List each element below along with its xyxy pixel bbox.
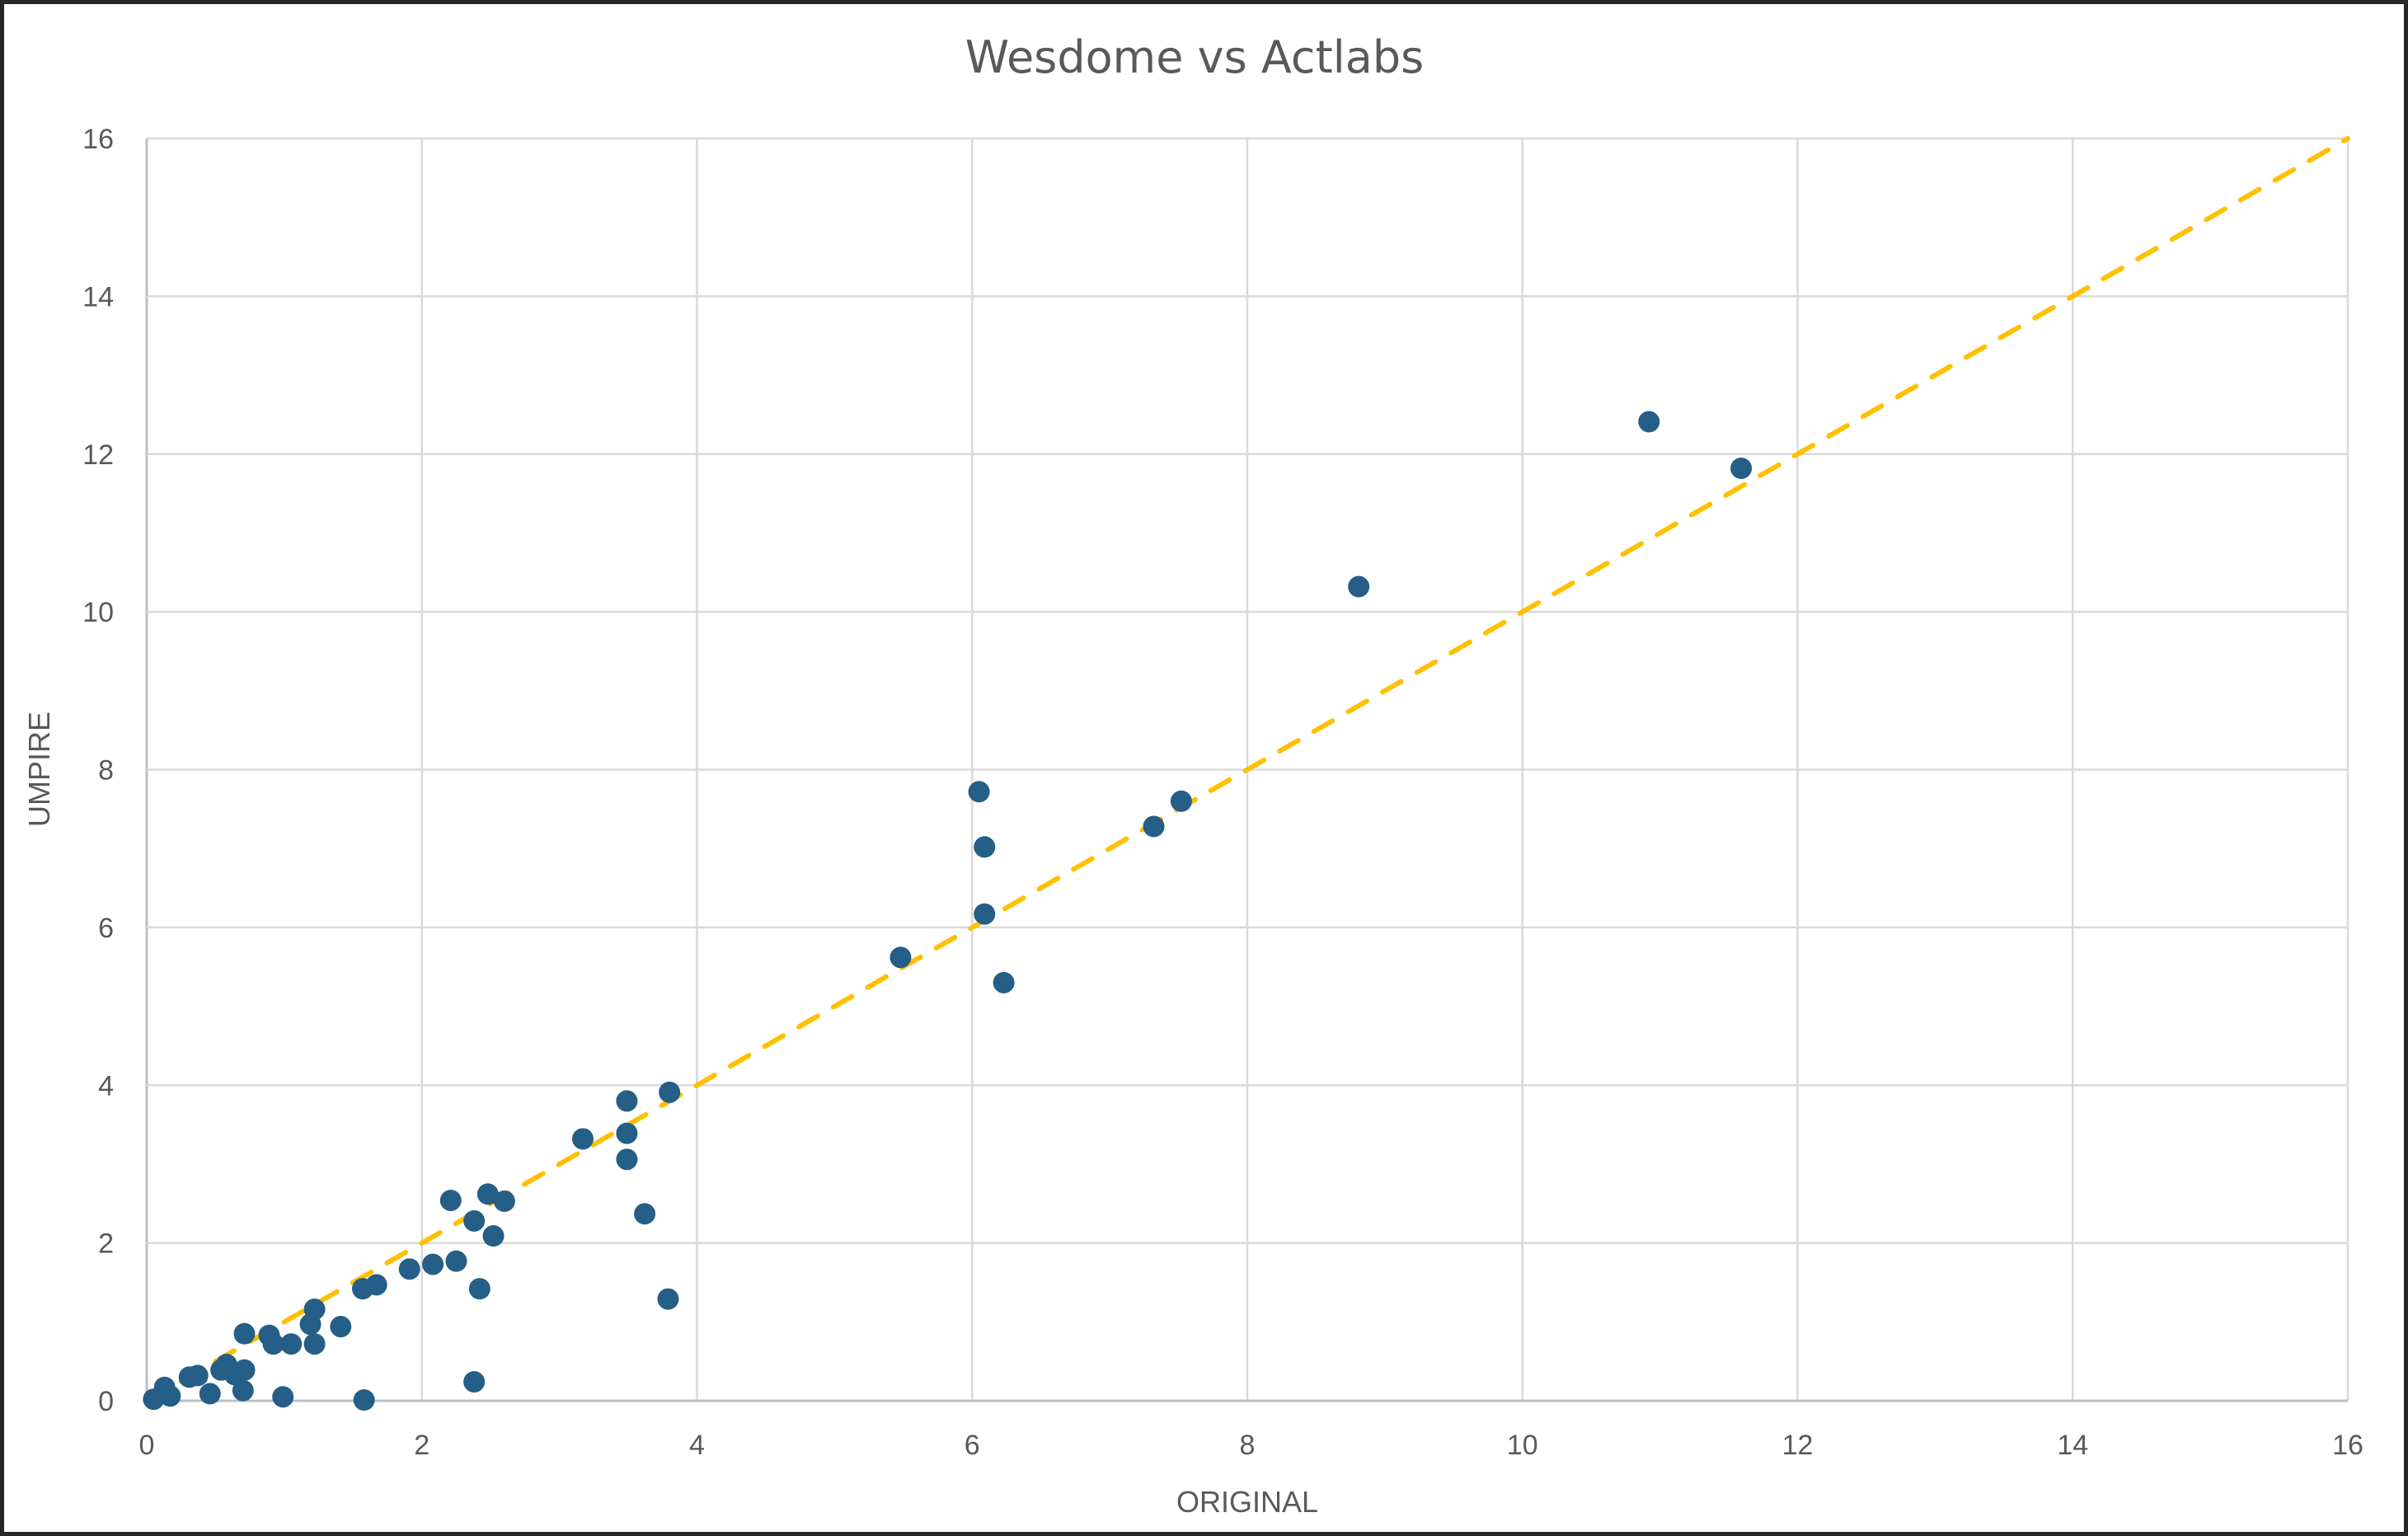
x-tick-label: 8 xyxy=(1240,1430,1256,1461)
data-point xyxy=(330,1316,352,1338)
data-point xyxy=(493,1190,515,1212)
data-point xyxy=(616,1148,638,1171)
data-point xyxy=(482,1225,505,1247)
data-point xyxy=(303,1333,326,1355)
y-tick-label: 16 xyxy=(82,124,114,155)
reference-line-1-to-1 xyxy=(144,136,2350,1403)
data-point xyxy=(439,1189,462,1211)
x-tick-label: 10 xyxy=(1507,1430,1538,1461)
y-tick-label: 8 xyxy=(98,755,114,787)
data-point xyxy=(262,1333,284,1355)
data-point xyxy=(974,903,996,925)
x-axis-title: ORIGINAL xyxy=(1176,1485,1318,1519)
data-point xyxy=(993,971,1015,993)
data-point xyxy=(616,1090,638,1112)
data-point xyxy=(303,1299,326,1321)
x-tick-label: 0 xyxy=(139,1430,155,1461)
data-point xyxy=(199,1383,221,1405)
data-points xyxy=(143,411,1753,1412)
data-point xyxy=(1638,411,1660,433)
data-point xyxy=(186,1365,209,1387)
data-point xyxy=(280,1333,303,1355)
x-tick-label: 4 xyxy=(689,1430,705,1461)
data-point xyxy=(365,1274,387,1296)
y-tick-label: 14 xyxy=(82,281,114,312)
y-tick-label: 12 xyxy=(82,439,114,471)
data-point xyxy=(634,1203,656,1225)
data-point xyxy=(890,946,912,969)
data-point xyxy=(398,1258,420,1280)
y-tick-label: 10 xyxy=(82,597,114,628)
data-point xyxy=(968,781,990,803)
y-tick-label: 2 xyxy=(98,1228,114,1260)
data-point xyxy=(159,1385,181,1407)
data-point xyxy=(463,1210,486,1232)
x-tick-label: 2 xyxy=(414,1430,429,1461)
y-axis-title: UMPIRE xyxy=(22,712,56,827)
data-point xyxy=(233,1359,256,1381)
data-point xyxy=(1170,790,1192,812)
x-tick-label: 14 xyxy=(2057,1430,2088,1461)
data-point xyxy=(468,1278,491,1300)
x-tick-label: 6 xyxy=(965,1430,980,1461)
data-point xyxy=(233,1322,256,1345)
data-point xyxy=(974,836,996,858)
x-axis-tick-labels: 0 2 4 6 8 10 12 14 16 xyxy=(139,1430,2363,1461)
data-point xyxy=(1348,575,1370,598)
data-point xyxy=(272,1386,294,1408)
data-point xyxy=(659,1081,681,1103)
data-point xyxy=(445,1250,467,1272)
chart-title: Wesdome vs Actlabs xyxy=(965,31,1425,83)
data-point xyxy=(353,1389,375,1412)
data-point xyxy=(616,1122,638,1144)
data-point xyxy=(422,1253,444,1275)
data-point xyxy=(657,1288,679,1310)
y-tick-label: 0 xyxy=(98,1386,114,1417)
data-point xyxy=(476,1183,499,1205)
data-point xyxy=(571,1128,594,1150)
data-point xyxy=(232,1379,254,1402)
y-axis-tick-labels: 0 2 4 6 8 10 12 14 16 xyxy=(82,124,114,1417)
y-tick-label: 6 xyxy=(98,913,114,944)
y-tick-label: 4 xyxy=(98,1070,114,1102)
data-point xyxy=(463,1371,486,1393)
x-tick-label: 12 xyxy=(1782,1430,1814,1461)
data-point xyxy=(1143,815,1165,838)
data-point xyxy=(1730,457,1753,479)
x-tick-label: 16 xyxy=(2332,1430,2363,1461)
